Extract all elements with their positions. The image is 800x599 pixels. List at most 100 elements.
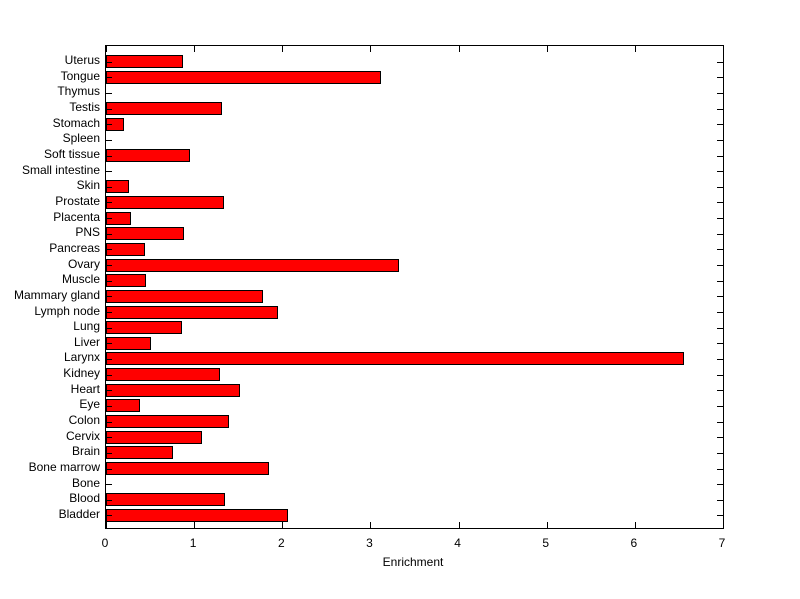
y-tick-label: PNS xyxy=(75,225,100,240)
y-tick-left xyxy=(106,437,112,439)
y-tick-label: Pancreas xyxy=(49,240,100,255)
y-tick-left xyxy=(106,468,112,470)
y-tick-left xyxy=(106,499,112,501)
y-tick-left xyxy=(106,327,112,329)
x-tick-bottom xyxy=(634,522,636,528)
y-tick-right xyxy=(717,421,723,423)
x-tick-top xyxy=(634,46,636,52)
y-tick-left xyxy=(106,374,112,376)
y-tick-right xyxy=(717,437,723,439)
y-tick-right xyxy=(717,218,723,220)
y-tick-left xyxy=(106,312,112,314)
y-tick-label: Testis xyxy=(69,100,100,115)
y-tick-right xyxy=(717,358,723,360)
y-tick-right xyxy=(717,405,723,407)
y-tick-left xyxy=(106,77,112,79)
y-tick-label: Spleen xyxy=(62,131,100,146)
y-tick-right xyxy=(717,312,723,314)
bar-blood xyxy=(106,493,225,507)
x-tick-bottom xyxy=(546,522,548,528)
x-tick-bottom xyxy=(282,522,284,528)
y-tick-left xyxy=(106,421,112,423)
y-tick-right xyxy=(717,108,723,110)
bar-bone-marrow xyxy=(106,462,270,476)
y-tick-label: Larynx xyxy=(63,350,100,365)
x-tick-label: 0 xyxy=(101,536,109,550)
y-tick-right xyxy=(717,499,723,501)
bar-kidney xyxy=(106,368,220,382)
bar-tongue xyxy=(106,70,381,84)
x-tick-top xyxy=(723,46,724,52)
y-tick-left xyxy=(106,265,112,267)
bar-larynx xyxy=(106,352,685,366)
x-tick-label: 5 xyxy=(542,536,550,550)
y-tick-left xyxy=(106,92,112,94)
y-tick-label: Ovary xyxy=(67,256,100,271)
y-tick-label: Bladder xyxy=(58,506,100,521)
y-tick-label: Tongue xyxy=(60,68,100,83)
x-tick-bottom xyxy=(194,522,196,528)
y-tick-right xyxy=(717,233,723,235)
y-tick-right xyxy=(717,77,723,79)
y-tick-label: Cervix xyxy=(65,428,100,443)
x-tick-label: 1 xyxy=(189,536,197,550)
y-tick-label: Eye xyxy=(79,397,100,412)
y-tick-label: Prostate xyxy=(55,193,100,208)
x-tick-bottom xyxy=(723,522,724,528)
y-tick-left xyxy=(106,202,112,204)
y-tick-right xyxy=(717,515,723,517)
y-tick-left xyxy=(106,390,112,392)
y-tick-left xyxy=(106,139,112,141)
y-tick-left xyxy=(106,233,112,235)
x-tick-top xyxy=(370,46,372,52)
x-tick-label: 2 xyxy=(277,536,285,550)
bar-lung xyxy=(106,321,182,335)
y-tick-label: Muscle xyxy=(61,272,100,287)
x-tick-top xyxy=(282,46,284,52)
y-tick-right xyxy=(717,468,723,470)
y-tick-right xyxy=(717,265,723,267)
bar-lymph-node xyxy=(106,305,278,319)
y-tick-left xyxy=(106,108,112,110)
plot-area xyxy=(105,45,724,529)
bar-bladder xyxy=(106,508,289,522)
y-tick-label: Thymus xyxy=(57,84,100,99)
y-tick-left xyxy=(106,249,112,251)
x-tick-label: 3 xyxy=(366,536,373,550)
y-tick-right xyxy=(717,374,723,376)
bar-uterus xyxy=(106,55,183,69)
y-tick-label: Soft tissue xyxy=(43,147,100,162)
bar-heart xyxy=(106,383,240,397)
y-tick-left xyxy=(106,155,112,157)
bar-cervix xyxy=(106,430,203,444)
y-tick-right xyxy=(717,452,723,454)
y-tick-right xyxy=(717,390,723,392)
bar-liver xyxy=(106,336,151,350)
x-tick-bottom xyxy=(370,522,372,528)
y-tick-right xyxy=(717,155,723,157)
y-tick-label: Lymph node xyxy=(34,303,100,318)
y-tick-left xyxy=(106,296,112,298)
bar-pns xyxy=(106,227,185,241)
y-tick-label: Uterus xyxy=(64,53,100,68)
y-tick-left xyxy=(106,280,112,282)
x-tick-label: 6 xyxy=(630,536,638,550)
x-tick-top xyxy=(194,46,196,52)
y-tick-left xyxy=(106,218,112,220)
bar-testis xyxy=(106,102,223,116)
bar-ovary xyxy=(106,258,399,272)
bar-mammary-gland xyxy=(106,289,263,303)
x-axis-title: Enrichment xyxy=(382,555,444,569)
y-tick-label: Kidney xyxy=(63,366,100,381)
bar-colon xyxy=(106,415,229,429)
y-tick-label: Lung xyxy=(73,319,100,334)
x-tick-label: 7 xyxy=(718,536,726,550)
y-tick-left xyxy=(106,343,112,345)
x-tick-top xyxy=(546,46,548,52)
y-tick-label: Stomach xyxy=(52,115,100,130)
y-tick-right xyxy=(717,202,723,204)
y-tick-right xyxy=(717,186,723,188)
y-tick-left xyxy=(106,515,112,517)
y-tick-left xyxy=(106,484,112,486)
